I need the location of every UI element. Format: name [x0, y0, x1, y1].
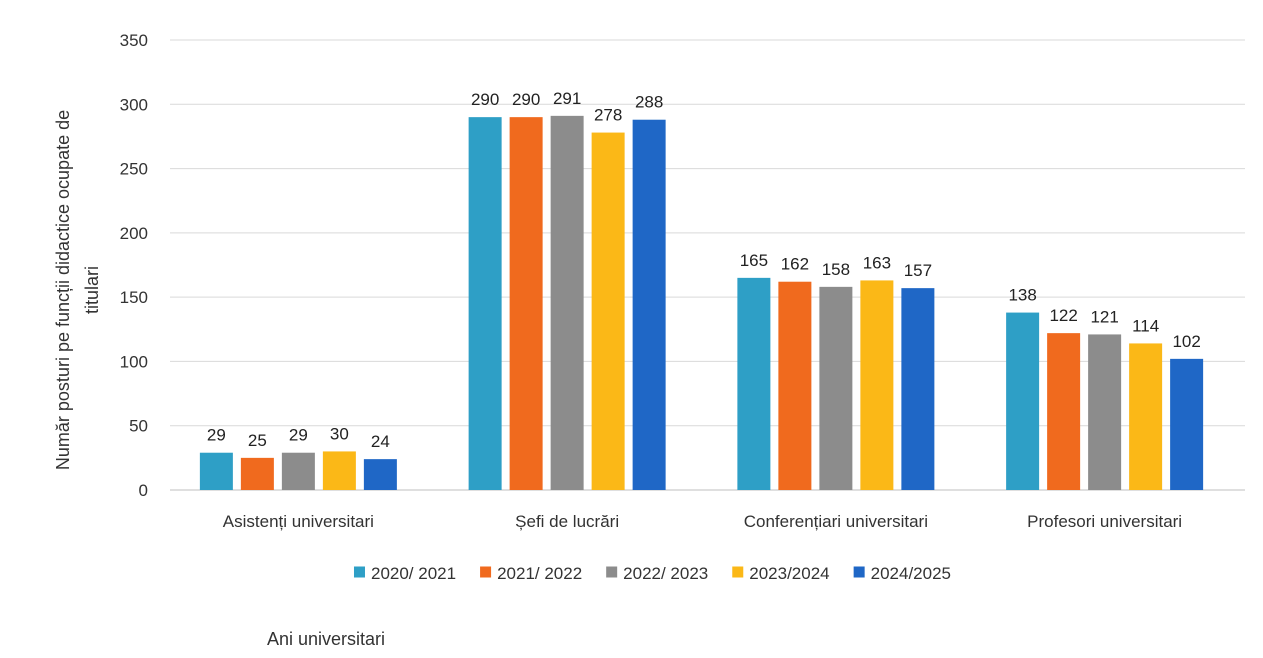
data-label: 158: [822, 260, 850, 279]
legend-swatch: [480, 566, 492, 578]
legend: 2020/ 2021 2021/ 2022 2022/ 2023 2023/2024 2…: [353, 564, 951, 583]
data-label: 29: [207, 426, 226, 445]
bar-1-0: [468, 117, 502, 491]
y-axis-ticks: 0 50 100 150 200 250 300 350: [120, 31, 148, 500]
legend-swatch: [732, 566, 744, 578]
bar-3-2: [1088, 334, 1122, 490]
bar-3-0: [1006, 312, 1040, 490]
data-label: 165: [740, 251, 768, 270]
legend-item: 2021/ 2022: [480, 564, 582, 583]
bar-2-0: [737, 277, 771, 490]
data-label: 121: [1090, 307, 1118, 326]
y-axis-title-line-2: titulari: [82, 266, 102, 314]
bar-2-4: [901, 288, 935, 490]
legend-swatch: [353, 566, 365, 578]
data-label: 278: [594, 106, 622, 125]
bar-2-3: [860, 280, 894, 490]
x-axis-title: Ani universitari: [267, 629, 385, 649]
data-label: 291: [553, 89, 581, 108]
legend-item: 2024/2025: [853, 564, 951, 583]
category-label: Șefi de lucrări: [515, 512, 619, 531]
y-tick-label: 250: [120, 160, 148, 179]
gridlines: [170, 39, 1245, 491]
bar-0-0: [199, 452, 233, 490]
bar-1-1: [509, 117, 543, 491]
legend-item: 2023/2024: [732, 564, 830, 583]
bar-0-1: [240, 457, 274, 490]
legend-label: 2020/ 2021: [371, 564, 456, 583]
y-tick-label: 50: [129, 417, 148, 436]
legend-item: 2022/ 2023: [606, 564, 708, 583]
legend-label: 2021/ 2022: [497, 564, 582, 583]
data-label: 288: [635, 93, 663, 112]
y-tick-label: 300: [120, 95, 148, 114]
y-tick-label: 0: [139, 481, 148, 500]
legend-label: 2024/2025: [871, 564, 951, 583]
legend-item: 2020/ 2021: [353, 564, 456, 583]
y-tick-label: 100: [120, 352, 148, 371]
y-tick-label: 200: [120, 224, 148, 243]
data-label: 122: [1049, 306, 1077, 325]
data-label: 162: [781, 255, 809, 274]
bar-2-1: [778, 281, 812, 490]
bar-3-3: [1129, 343, 1163, 490]
bars: [199, 115, 1204, 491]
data-labels: 29 25 29 30 24 290 290 291 278 288 165 162 158 163 157…: [207, 89, 1201, 451]
data-label: 290: [471, 90, 499, 109]
data-label: 157: [904, 261, 932, 280]
data-label: 138: [1008, 286, 1036, 305]
bar-2-2: [819, 286, 853, 490]
x-axis-categories: Asistenți universitari Șefi de lucrări Con…: [223, 512, 1182, 531]
y-tick-label: 150: [120, 288, 148, 307]
category-label: Profesori universitari: [1027, 512, 1182, 531]
data-label: 102: [1172, 332, 1200, 351]
bar-1-2: [550, 115, 584, 490]
bar-0-3: [322, 451, 356, 490]
data-label: 290: [512, 90, 540, 109]
bar-3-1: [1047, 333, 1081, 490]
legend-swatch: [606, 566, 618, 578]
bar-1-3: [591, 132, 625, 491]
bar-1-4: [632, 119, 666, 490]
bar-3-4: [1170, 358, 1204, 490]
data-label: 163: [863, 253, 891, 272]
legend-label: 2023/2024: [749, 564, 829, 583]
data-label: 25: [248, 431, 267, 450]
data-label: 24: [371, 432, 390, 451]
bar-0-4: [363, 459, 397, 490]
data-label: 29: [289, 426, 308, 445]
category-label: Asistenți universitari: [223, 512, 374, 531]
y-tick-label: 350: [120, 31, 148, 50]
bar-0-2: [281, 452, 315, 490]
data-label: 30: [330, 424, 349, 443]
legend-label: 2022/ 2023: [623, 564, 708, 583]
legend-swatch: [853, 566, 865, 578]
data-label: 114: [1132, 316, 1159, 335]
y-axis-title-line-1: Număr posturi pe funcții didactice ocupa…: [53, 110, 73, 470]
category-label: Conferențiari universitari: [744, 512, 928, 531]
